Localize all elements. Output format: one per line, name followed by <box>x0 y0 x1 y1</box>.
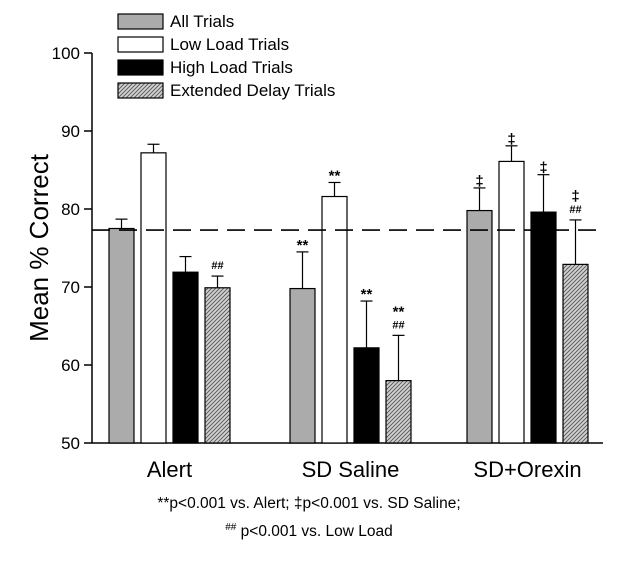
footnote-line-2-text: p<0.001 vs. Low Load <box>236 523 393 541</box>
bar <box>108 227 135 444</box>
legend-label: All Trials <box>170 12 234 31</box>
bar <box>498 160 525 444</box>
bar <box>353 347 380 444</box>
bar <box>466 209 493 444</box>
bar-chart: All Trials Low Load Trials High Load Trial… <box>24 12 603 482</box>
bar <box>385 380 412 444</box>
x-tick-label: SD Saline <box>302 457 400 482</box>
significance-marker: ‡ <box>571 188 579 205</box>
legend-swatch <box>117 82 164 99</box>
footnote-line-2-marker: ## <box>225 522 237 533</box>
legend-swatch <box>117 36 164 53</box>
significance-marker: ** <box>393 303 405 320</box>
bar <box>204 287 231 444</box>
y-tick-label: 80 <box>61 200 80 219</box>
significance-marker: ## <box>392 319 404 331</box>
significance-footnote: **p<0.001 vs. Alert; ‡p<0.001 vs. SD Sal… <box>0 492 618 544</box>
footnote-line-1: **p<0.001 vs. Alert; ‡p<0.001 vs. SD Sal… <box>157 495 461 512</box>
y-tick-label: 100 <box>52 44 80 63</box>
significance-marker: ## <box>569 204 581 216</box>
chart-legend: All Trials Low Load Trials High Load Trial… <box>117 12 335 100</box>
y-tick-label: 60 <box>61 356 80 375</box>
x-tick-label: Alert <box>147 457 192 482</box>
significance-marker: ## <box>211 260 223 272</box>
legend-swatch <box>117 59 164 76</box>
significance-marker: ‡ <box>539 160 547 177</box>
x-tick-label: SD+Orexin <box>473 457 581 482</box>
bar <box>172 271 199 444</box>
significance-marker: ** <box>329 167 341 184</box>
significance-marker: ** <box>297 237 309 254</box>
significance-marker: ‡ <box>475 173 483 190</box>
significance-marker: ** <box>361 286 373 303</box>
legend-label: High Load Trials <box>170 58 293 77</box>
bar <box>321 195 348 444</box>
footnote-line-2: ## p<0.001 vs. Low Load <box>0 516 618 544</box>
bar <box>562 263 589 444</box>
y-axis-title: Mean % Correct <box>24 153 54 342</box>
legend-label: Extended Delay Trials <box>170 81 335 100</box>
y-tick-label: 70 <box>61 278 80 297</box>
bar <box>289 287 316 444</box>
significance-marker: ‡ <box>507 131 515 148</box>
bar <box>140 152 167 444</box>
legend-label: Low Load Trials <box>170 35 289 54</box>
legend-swatch <box>117 13 164 30</box>
bar <box>530 211 557 444</box>
y-tick-label: 90 <box>61 122 80 141</box>
y-tick-label: 50 <box>61 434 80 453</box>
plot-area: 50 60 70 80 90 100 Mean % Correct Alert SD Salin… <box>24 44 603 482</box>
